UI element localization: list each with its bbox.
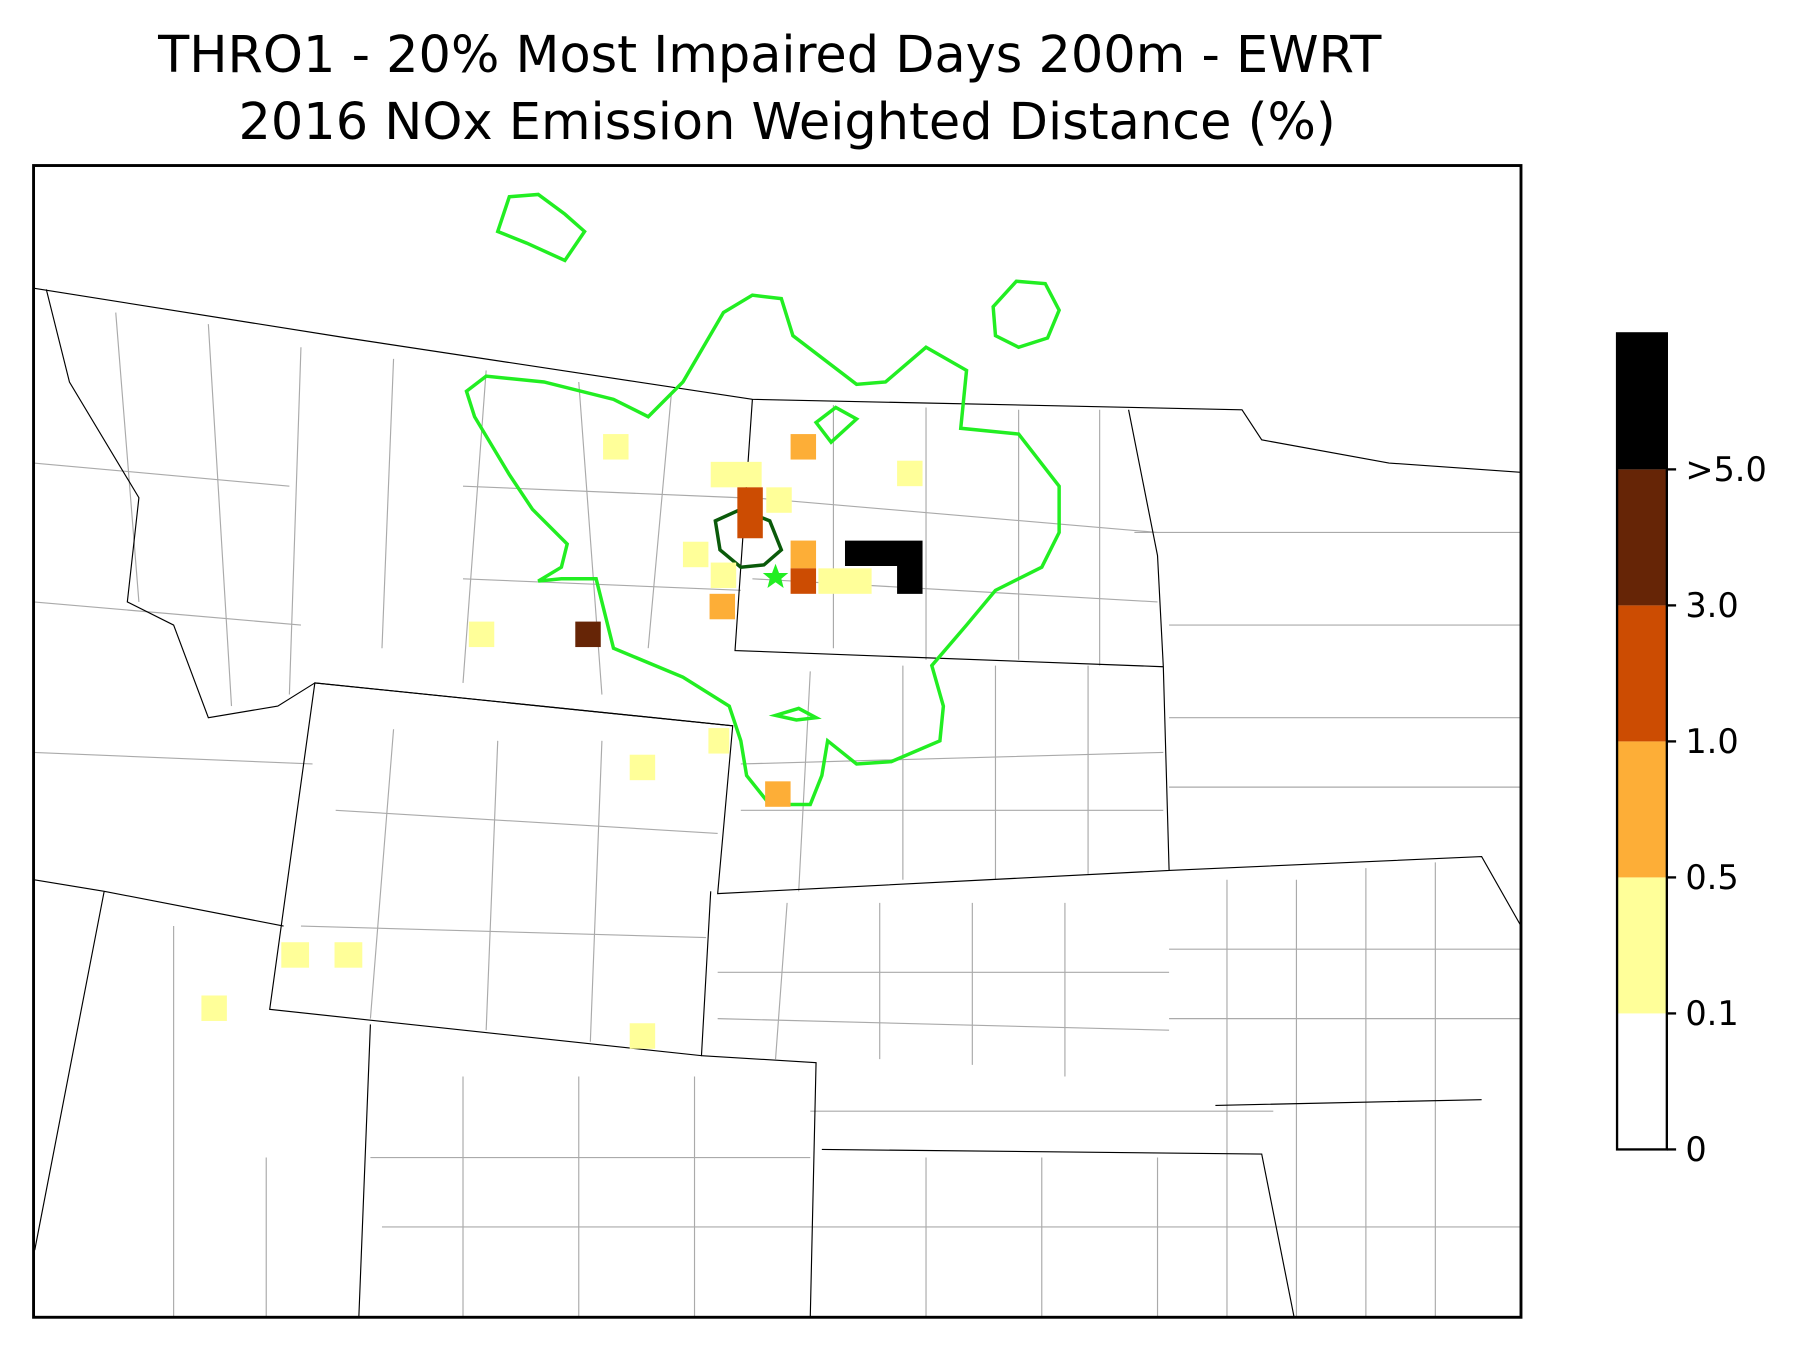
colorbar-label: 3.0 (1685, 586, 1738, 625)
colorbar-segment (1617, 333, 1667, 470)
map (32, 164, 1523, 1319)
colorbar-segment (1617, 877, 1667, 1014)
grid-cells (201, 434, 923, 1049)
map-frame (32, 164, 1523, 1319)
colorbar-segment (1617, 605, 1667, 742)
county-lines (33, 312, 1521, 1318)
colorbar-label: >5.0 (1685, 450, 1766, 489)
colorbar-segment (1617, 741, 1667, 878)
colorbar-segment (1617, 469, 1667, 606)
colorbar-label: 0.1 (1685, 994, 1738, 1033)
contours (464, 192, 1062, 807)
title-line: THRO1 - 20% Most Impaired Days 200m - EW… (157, 26, 1382, 85)
colorbar: 0 0.1 0.5 1.0 3.0 >5.0 (1615, 332, 1767, 1169)
colorbar-label: 0.5 (1685, 858, 1738, 897)
colorbar-segment (1617, 1013, 1667, 1150)
colorbar-label: 0 (1685, 1130, 1706, 1169)
title-line: 2016 NOx Emission Weighted Distance (%) (239, 93, 1336, 152)
state-borders (33, 287, 1522, 1318)
colorbar-label: 1.0 (1685, 722, 1738, 761)
